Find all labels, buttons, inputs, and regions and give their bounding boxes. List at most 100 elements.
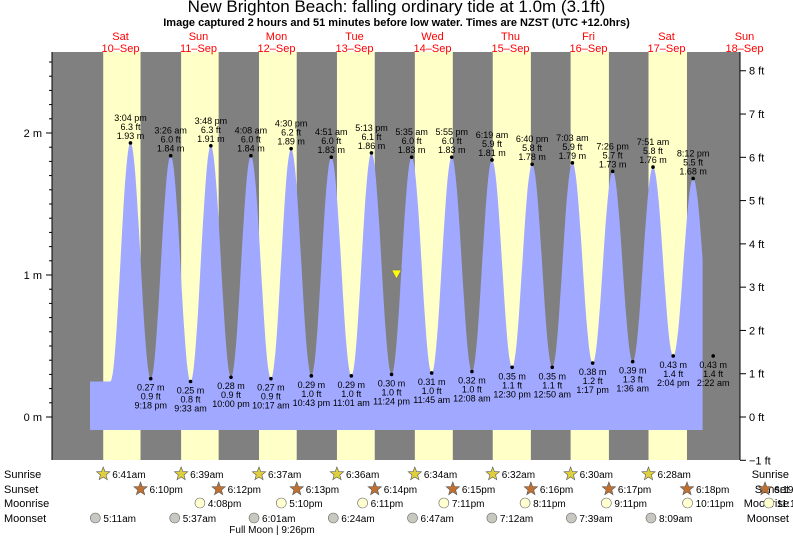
- high-tide-point: [570, 161, 575, 165]
- high-tide-label: 6:40 pm: [516, 134, 549, 144]
- high-tide-label: 1.86 m: [358, 141, 386, 151]
- low-tide-label: 0.30 m: [378, 378, 406, 388]
- right-tick-label: 0 ft: [749, 412, 764, 424]
- high-tide-label: 1.83 m: [318, 145, 346, 155]
- sunset-icon: [601, 481, 617, 496]
- high-tide-point: [209, 143, 213, 148]
- moonrise-icon: [682, 497, 693, 509]
- moonset-time: 6:24am: [341, 514, 374, 525]
- low-tide-label: 1.1 ft: [542, 380, 563, 390]
- left-tick-label: 2 m: [24, 128, 42, 140]
- high-tide-label: 1.93 m: [117, 131, 145, 141]
- moonrise-icon: [519, 497, 531, 509]
- high-tide-label: 1.79 m: [559, 151, 587, 161]
- sunset-icon: [289, 481, 305, 496]
- high-tide-label: 4:30 pm: [275, 119, 308, 129]
- low-tide-point: [229, 375, 233, 380]
- sunset-icon: [367, 481, 383, 496]
- day-name-label: Mon: [266, 31, 287, 43]
- sunset-icon: [133, 481, 149, 496]
- moonrise-icon: [194, 497, 206, 509]
- high-tide-label: 6.2 ft: [281, 128, 302, 138]
- moonrise-time: 9:11pm: [614, 499, 647, 510]
- low-tide-label: 2:04 pm: [657, 378, 690, 388]
- high-tide-point: [168, 153, 173, 158]
- high-tide-point: [651, 165, 655, 169]
- day-name-label: Sat: [658, 31, 675, 43]
- sunrise-time: 6:28am: [658, 470, 691, 481]
- right-tick-label: 7 ft: [749, 109, 764, 121]
- right-tick-label: 8 ft: [749, 66, 764, 78]
- low-tide-label: 0.35 m: [498, 371, 526, 381]
- right-tick-label: 5 ft: [749, 196, 764, 208]
- high-tide-label: 4:51 am: [315, 127, 348, 137]
- high-tide-label: 7:51 am: [637, 137, 670, 147]
- high-tide-point: [691, 176, 695, 181]
- high-tide-label: 6.0 ft: [442, 136, 463, 146]
- sunset-time: 6:15pm: [462, 485, 495, 496]
- legend-row-label-left: Moonset: [4, 513, 46, 525]
- high-tide-label: 8:12 pm: [677, 148, 710, 158]
- moonset-time: 5:37am: [183, 514, 216, 525]
- high-tide-label: 6.1 ft: [361, 132, 382, 142]
- high-tide-point: [449, 155, 454, 159]
- high-tide-label: 4:08 am: [235, 126, 268, 136]
- moonrise-icon: [601, 497, 612, 509]
- high-tide-point: [369, 151, 374, 155]
- high-tide-label: 5:13 pm: [355, 123, 388, 133]
- high-tide-label: 1.91 m: [197, 134, 225, 144]
- moonset-icon: [486, 512, 498, 524]
- tide-curve: [90, 143, 703, 430]
- low-tide-label: 0.9 ft: [221, 390, 242, 400]
- sunrise-icon: [95, 466, 111, 481]
- low-tide-label: 1:17 pm: [576, 385, 609, 395]
- right-tick-label: 3 ft: [749, 282, 764, 294]
- high-tide-label: 1.83 m: [438, 145, 466, 155]
- high-tide-label: 1.68 m: [679, 166, 707, 176]
- high-tide-label: 1.84 m: [237, 144, 265, 154]
- low-tide-label: 0.43 m: [659, 360, 687, 370]
- low-tide-point: [188, 379, 193, 384]
- day-name-label: Sun: [735, 31, 755, 43]
- moonrise-time: 7:11pm: [452, 499, 485, 510]
- legend-row-label-right: Moonset: [747, 513, 789, 525]
- left-tick-label: 0 m: [24, 412, 42, 424]
- sunset-icon: [523, 481, 539, 496]
- low-tide-label: 10:17 am: [252, 401, 290, 411]
- legend-row-label-right: Sunrise: [752, 469, 789, 481]
- date-label: 11–Sep: [180, 43, 217, 55]
- low-tide-label: 0.8 ft: [181, 395, 202, 405]
- low-tide-label: 1.3 ft: [623, 375, 644, 385]
- low-tide-label: 12:30 pm: [493, 389, 531, 399]
- high-tide-point: [530, 162, 534, 167]
- sunset-icon: [445, 481, 461, 496]
- high-tide-label: 6.0 ft: [321, 136, 342, 146]
- low-tide-label: 0.29 m: [338, 380, 366, 390]
- moonrise-time: 4:08pm: [208, 499, 241, 510]
- day-name-label: Sun: [189, 31, 209, 43]
- low-tide-label: 0.43 m: [699, 360, 727, 370]
- high-tide-label: 5.9 ft: [562, 142, 583, 152]
- moonset-time: 6:01am: [262, 514, 295, 525]
- moonrise-time: 11:11pm: [777, 499, 793, 510]
- sunset-time: 6:12pm: [228, 485, 261, 496]
- date-label: 17–Sep: [648, 43, 686, 55]
- high-tide-label: 3:04 pm: [114, 113, 147, 123]
- moonrise-icon: [763, 497, 775, 509]
- chart-title: New Brighton Beach: falling ordinary tid…: [187, 0, 606, 16]
- sunset-time: 6:19pm: [774, 485, 793, 496]
- low-tide-label: 9:18 pm: [134, 401, 167, 411]
- low-tide-label: 1.0 ft: [462, 385, 483, 395]
- left-tick-label: 1 m: [24, 270, 42, 282]
- moonset-icon: [169, 512, 181, 524]
- sunset-time: 6:10pm: [150, 485, 183, 496]
- high-tide-label: 7:03 am: [556, 133, 589, 143]
- low-tide-label: 0.27 m: [257, 383, 285, 393]
- high-tide-label: 1.81 m: [478, 148, 506, 158]
- low-tide-point: [309, 374, 314, 378]
- moonset-icon: [90, 512, 101, 524]
- high-tide-label: 6.3 ft: [201, 125, 222, 135]
- moonset-time: 5:11am: [103, 514, 136, 525]
